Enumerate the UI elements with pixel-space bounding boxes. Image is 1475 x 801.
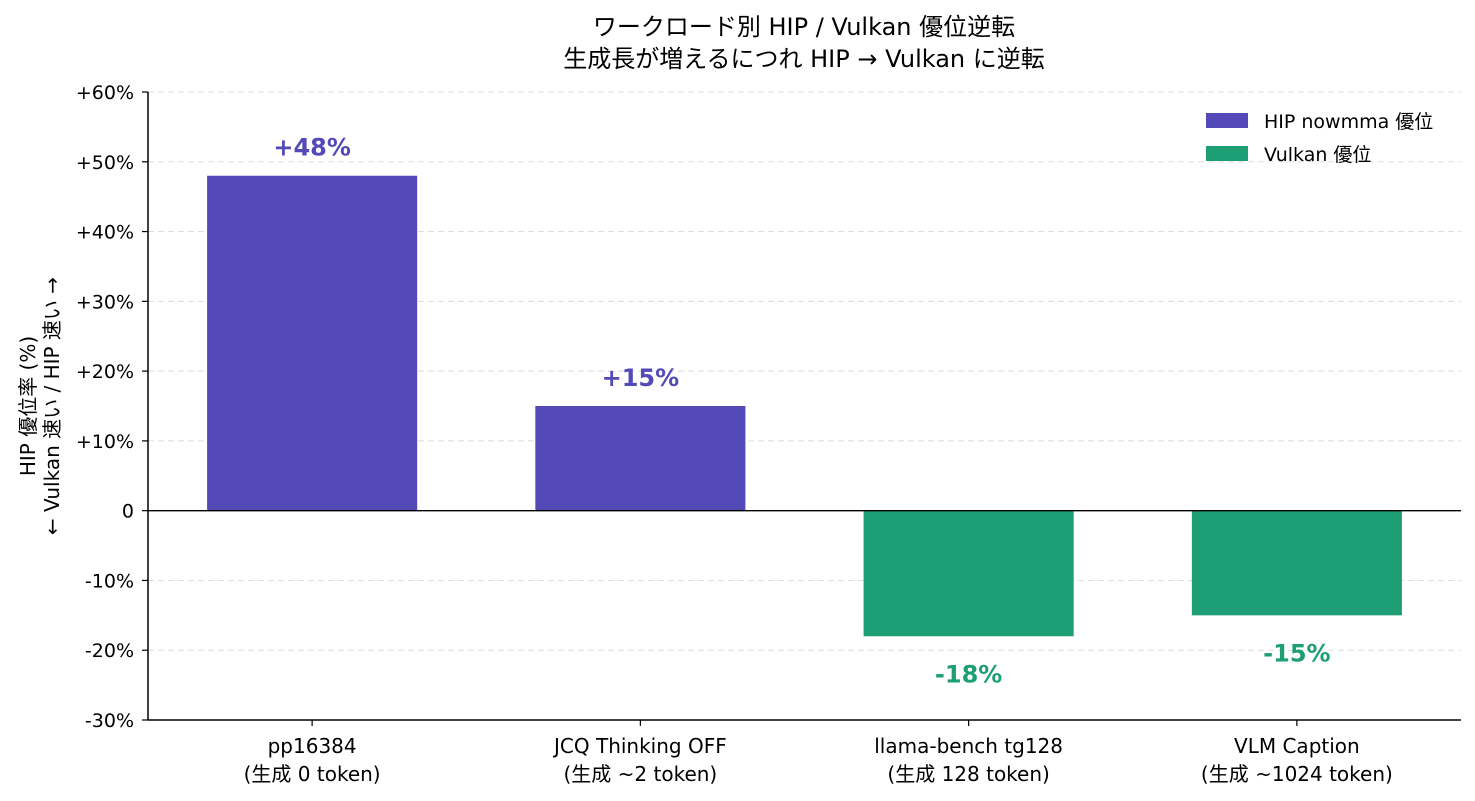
data-label: -18% [935,660,1002,688]
legend: HIP nowmma 優位 Vulkan 優位 [1206,111,1433,166]
x-tick-label: JCQ Thinking OFF [552,734,727,758]
legend-label-hip: HIP nowmma 優位 [1264,111,1433,133]
chart-title-line-2: 生成長が増えるにつれ HIP → Vulkan に逆転 [563,45,1045,73]
y-tick-label: +50% [76,152,134,174]
axes [147,92,1461,721]
bar [535,406,746,511]
y-tick-label: -20% [85,640,134,662]
chart-title: ワークロード別 HIP / Vulkan 優位逆転 生成長が増えるにつれ HIP… [563,13,1045,73]
x-tick-label: (生成 0 token) [244,762,381,786]
data-label: +48% [273,134,351,162]
y-tick-label: +10% [76,431,134,453]
bar [1191,510,1402,616]
y-axis-label-line-1: HIP 優位率 (%) [16,336,40,476]
y-tick-label: -30% [85,710,134,732]
y-tick-label: +40% [76,222,134,244]
y-tick-label: -10% [85,570,134,592]
legend-swatch-vulkan [1206,146,1248,161]
y-tick-label: +30% [76,291,134,313]
y-tick-label: 0 [122,501,134,523]
y-axis-label-line-2: ← Vulkan 速い / HIP 速い → [40,277,64,535]
x-tick-label: (生成 128 token) [887,762,1049,786]
x-tick-label: (生成 ~1024 token) [1201,762,1393,786]
y-tick-label: +20% [76,361,134,383]
data-labels: +48% +15% -18% -15% [273,134,1330,689]
y-axis-label: HIP 優位率 (%) ← Vulkan 速い / HIP 速い → [16,277,64,535]
data-label: -15% [1263,639,1330,667]
x-ticks: pp16384 (生成 0 token) JCQ Thinking OFF (生成 ~… [244,720,1393,786]
x-tick-label: VLM Caption [1234,734,1360,758]
bars [207,175,1402,637]
x-tick-label: llama-bench tg128 [874,734,1063,758]
legend-label-vulkan: Vulkan 優位 [1264,144,1371,166]
y-ticks: +60% +50% +40% +30% +20% +10% 0 -10% -20% -30% [76,82,148,732]
y-tick-label: +60% [76,82,134,104]
bar [863,510,1074,637]
chart-title-line-1: ワークロード別 HIP / Vulkan 優位逆転 [593,13,1015,41]
data-label: +15% [602,364,680,392]
legend-swatch-hip [1206,113,1248,128]
bar [207,175,418,511]
x-tick-label: pp16384 [268,734,357,758]
x-tick-label: (生成 ~2 token) [564,762,718,786]
